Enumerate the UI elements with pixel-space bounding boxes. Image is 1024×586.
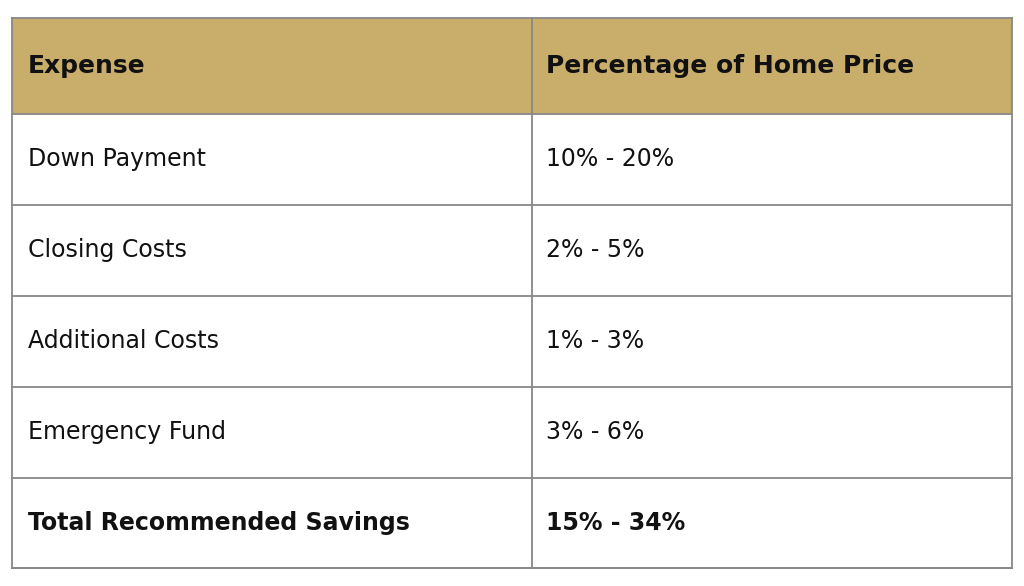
Text: Percentage of Home Price: Percentage of Home Price bbox=[547, 54, 914, 78]
Text: 2% - 5%: 2% - 5% bbox=[547, 239, 645, 263]
Text: Down Payment: Down Payment bbox=[28, 148, 206, 172]
Text: Expense: Expense bbox=[28, 54, 145, 78]
Text: Closing Costs: Closing Costs bbox=[28, 239, 186, 263]
Text: Total Recommended Savings: Total Recommended Savings bbox=[28, 511, 410, 535]
Text: 3% - 6%: 3% - 6% bbox=[547, 420, 645, 444]
Text: Emergency Fund: Emergency Fund bbox=[28, 420, 226, 444]
Bar bbox=[12, 296, 1012, 387]
Bar bbox=[12, 478, 1012, 568]
Bar bbox=[12, 205, 1012, 296]
Text: 1% - 3%: 1% - 3% bbox=[547, 329, 644, 353]
Bar bbox=[12, 387, 1012, 478]
Bar bbox=[12, 18, 1012, 114]
Text: 10% - 20%: 10% - 20% bbox=[547, 148, 675, 172]
Bar bbox=[12, 114, 1012, 205]
Text: Additional Costs: Additional Costs bbox=[28, 329, 219, 353]
Text: 15% - 34%: 15% - 34% bbox=[547, 511, 686, 535]
